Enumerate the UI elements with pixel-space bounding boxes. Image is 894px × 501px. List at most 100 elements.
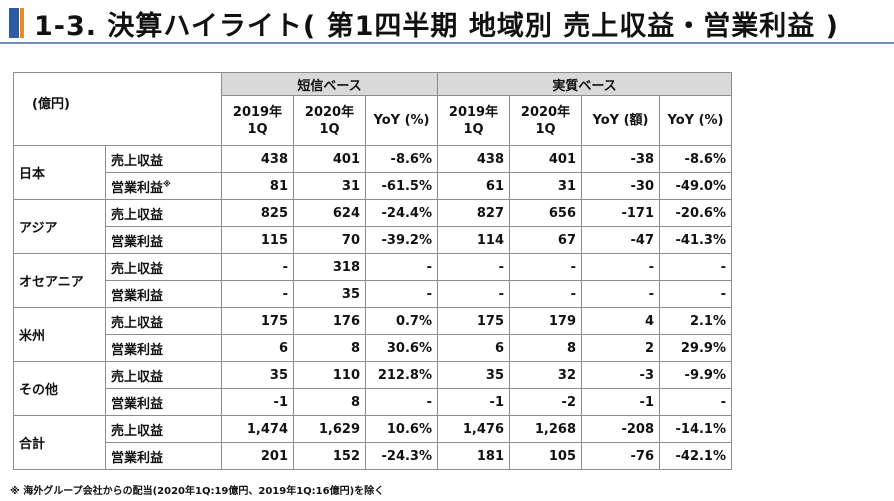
- table-cell: -38: [581, 145, 660, 173]
- table-cell: -1: [221, 388, 294, 416]
- col-header-yoy-amt-real: YoY (額): [581, 95, 660, 146]
- table-cell: -: [437, 253, 510, 281]
- table-cell: 401: [293, 145, 366, 173]
- table-cell: 181: [437, 442, 510, 470]
- table-cell: 8: [509, 334, 582, 362]
- table-row: オセアニア 売上収益 -318- - - - -: [13, 253, 732, 308]
- table-row: 営業利益※ 81 31 -61.5% 61 31 -30 -49.0%: [14, 172, 732, 200]
- table-cell: 1,476: [437, 415, 510, 443]
- table-cell: -: [365, 253, 438, 281]
- region-label: 合計: [13, 415, 106, 470]
- table-cell: 179: [509, 307, 582, 335]
- table-cell: -: [581, 280, 660, 308]
- table-cell: 438: [437, 145, 510, 173]
- table-cell: 201: [221, 442, 294, 470]
- table-cell: 401: [509, 145, 582, 173]
- table-row: アジア 売上収益 825 624 -24.4% 827 656 -171 -20.6%: [13, 199, 732, 254]
- table-cell: -: [365, 280, 438, 308]
- table-cell: 35: [221, 361, 294, 389]
- table-cell: 30.6%: [365, 334, 438, 362]
- group-header-real: 実質ベース: [437, 72, 732, 96]
- unit-label: (億円): [13, 72, 222, 146]
- table-cell: -: [581, 253, 660, 281]
- table-cell: -30: [581, 172, 660, 200]
- region-label: 米州: [13, 307, 106, 362]
- table-cell: 10.6%: [365, 415, 438, 443]
- table-cell: 175: [437, 307, 510, 335]
- table-cell: 2.1%: [659, 307, 732, 335]
- table-cell: 1,629: [293, 415, 366, 443]
- table-row: 米州 売上収益 175 176 0.7% 175 179 4 2.1%: [13, 307, 732, 362]
- table-cell: 114: [437, 226, 510, 254]
- table-cell: 6: [437, 334, 510, 362]
- region-label: オセアニア: [13, 253, 106, 308]
- table-cell: -: [509, 280, 582, 308]
- title-accent-bar: [9, 8, 19, 38]
- table-cell: -: [659, 388, 732, 416]
- table-cell: 110: [293, 361, 366, 389]
- table-cell: -: [437, 280, 510, 308]
- page-title: 1-3. 決算ハイライト( 第1四半期 地域別 売上収益・営業利益 ): [34, 11, 839, 42]
- table-cell: -: [659, 253, 732, 281]
- col-header-2020-reported: 2020年 1Q: [293, 95, 366, 146]
- table-cell: -61.5%: [365, 172, 438, 200]
- metric-label-revenue: 売上収益: [105, 307, 222, 335]
- table-cell: 0.7%: [365, 307, 438, 335]
- table-cell: -: [221, 253, 294, 281]
- table-cell: 825: [221, 199, 294, 227]
- table-cell: -: [509, 253, 582, 281]
- table-cell: -: [365, 388, 438, 416]
- table-row: 営業利益 6 8 30.6% 6 8 2 29.9%: [14, 334, 732, 362]
- metric-label-op-income: 営業利益※: [105, 172, 222, 200]
- table-cell: -24.4%: [365, 199, 438, 227]
- table-cell: -1: [437, 388, 510, 416]
- table-cell: -24.3%: [365, 442, 438, 470]
- metric-label-op-income: 営業利益: [105, 334, 222, 362]
- table-row: その他 売上収益 35 110 212.8% 35 32 -3 -9.9%: [13, 361, 732, 416]
- region-label: 日本: [13, 145, 106, 200]
- table-cell: -8.6%: [659, 145, 732, 173]
- table-cell: 1,268: [509, 415, 582, 443]
- asterisk-note: ※: [163, 179, 171, 189]
- table-cell: 624: [293, 199, 366, 227]
- table-cell: -76: [581, 442, 660, 470]
- metric-label-op-income: 営業利益: [105, 442, 222, 470]
- table-cell: 152: [293, 442, 366, 470]
- metric-label-revenue: 売上収益: [105, 199, 222, 227]
- col-header-yoy-pct-reported: YoY (%): [365, 95, 438, 146]
- table-row: 営業利益 201 152 -24.3% 181 105 -76 -42.1%: [14, 442, 732, 470]
- table-cell: -49.0%: [659, 172, 732, 200]
- metric-label-op-income: 営業利益: [105, 280, 222, 308]
- metric-label-op-income: 営業利益: [105, 388, 222, 416]
- table-cell: 67: [509, 226, 582, 254]
- table-cell: -8.6%: [365, 145, 438, 173]
- financial-table: (億円) 短信ベース 実質ベース 2019年 1Q 2020年 1Q YoY (%)…: [13, 72, 732, 470]
- col-header-2020-real: 2020年 1Q: [509, 95, 582, 146]
- table-cell: 176: [293, 307, 366, 335]
- col-header-yoy-pct-real: YoY (%): [659, 95, 732, 146]
- table-cell: 827: [437, 199, 510, 227]
- table-cell: 175: [221, 307, 294, 335]
- table-cell: 81: [221, 172, 294, 200]
- table-cell: 35: [293, 280, 366, 308]
- table-cell: 31: [293, 172, 366, 200]
- metric-label-revenue: 売上収益: [105, 415, 222, 443]
- table-cell: 115: [221, 226, 294, 254]
- table-cell: 35: [437, 361, 510, 389]
- table-cell: 656: [509, 199, 582, 227]
- title-bar: 1-3. 決算ハイライト( 第1四半期 地域別 売上収益・営業利益 ): [0, 0, 894, 44]
- group-header-reported: 短信ベース: [221, 72, 438, 96]
- table-row: 日本 売上収益 438 401 -8.6% 438 401 -38 -8.6%: [13, 145, 732, 200]
- table-row: 営業利益 115 70 -39.2% 114 67 -47 -41.3%: [14, 226, 732, 254]
- region-label: その他: [13, 361, 106, 416]
- metric-label-revenue: 売上収益: [105, 145, 222, 173]
- table-cell: 8: [293, 334, 366, 362]
- table-cell: -47: [581, 226, 660, 254]
- region-label: アジア: [13, 199, 106, 254]
- table-cell: -20.6%: [659, 199, 732, 227]
- table-cell: -3: [581, 361, 660, 389]
- table-cell: -9.9%: [659, 361, 732, 389]
- table-cell: 32: [509, 361, 582, 389]
- table-cell: 70: [293, 226, 366, 254]
- metric-label-revenue: 売上収益: [105, 361, 222, 389]
